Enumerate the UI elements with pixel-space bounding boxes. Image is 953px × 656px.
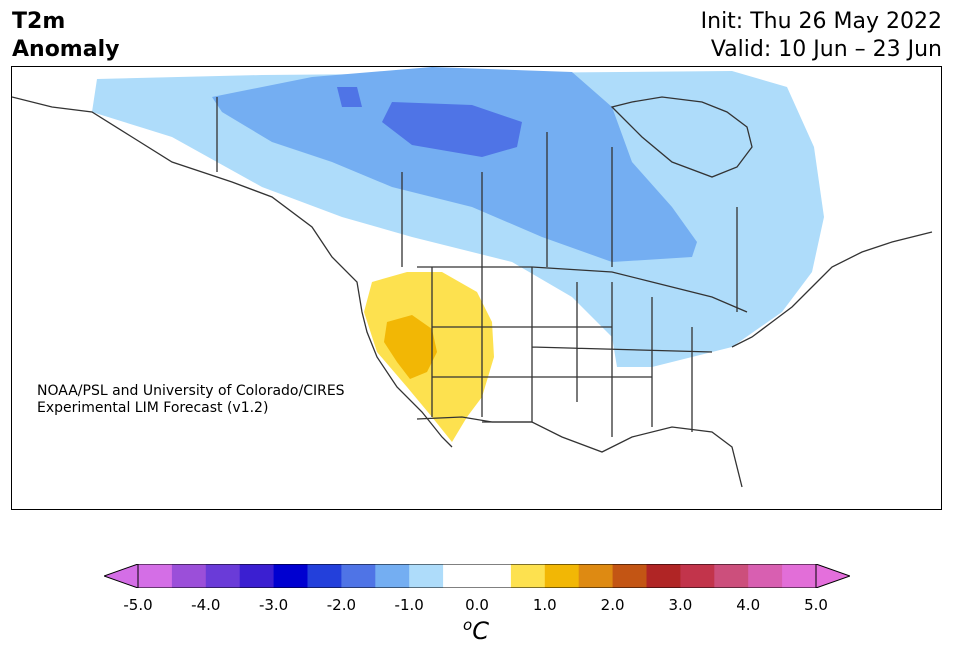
colorbar-tick-label: -4.0 xyxy=(191,596,221,614)
anomaly-cool-mid xyxy=(212,67,697,262)
colorbar-tick-label: 1.0 xyxy=(532,596,557,614)
colorbar-cell xyxy=(714,564,749,588)
colorbar-cell xyxy=(205,564,241,588)
colorbar-cell xyxy=(443,564,478,588)
anomaly-cool-light xyxy=(92,71,824,367)
coastline-gulf xyxy=(482,421,743,488)
coastline-east xyxy=(731,231,933,348)
colorbar-cell xyxy=(307,564,342,588)
title-variable: T2m xyxy=(12,9,66,34)
colorbar-cell xyxy=(138,564,173,588)
colorbar-ticks: -5.0 -4.0 -3.0 -2.0 -1.0 0.0 1.0 2.0 3.0 4.0 5.0 xyxy=(0,596,953,616)
colorbar-tick-label: 0.0 xyxy=(465,596,489,614)
colorbar-cell xyxy=(646,564,681,588)
colorbar-under-arrow xyxy=(104,564,139,588)
coastline-hudson-bay xyxy=(610,96,753,178)
colorbar xyxy=(104,564,850,588)
colorbar-tick-label: 4.0 xyxy=(736,596,761,614)
colorbar-cell xyxy=(171,564,207,588)
init-date: Init: Thu 26 May 2022 xyxy=(700,9,942,34)
colorbar-cell xyxy=(341,564,376,588)
unit-letter: C xyxy=(472,617,489,645)
colorbar-cell xyxy=(544,564,580,588)
colorbar-cell xyxy=(409,564,444,588)
colorbar-tick-label: -3.0 xyxy=(258,596,289,614)
colorbar-cell xyxy=(748,564,783,588)
colorbar-cell xyxy=(375,564,410,588)
colorbar-unit: oC xyxy=(463,616,489,645)
colorbar-cell xyxy=(782,564,817,588)
colorbar-over-arrow xyxy=(815,564,850,588)
anomaly-cool-strong xyxy=(337,87,522,157)
border-us-states xyxy=(431,267,713,437)
credit-line-2: Experimental LIM Forecast (v1.2) xyxy=(37,400,269,416)
colorbar-cell xyxy=(273,564,308,588)
unit-degree: o xyxy=(463,616,473,634)
anomaly-warm-mid xyxy=(384,315,437,379)
colorbar-tick-label: 2.0 xyxy=(600,596,625,614)
credit-text: NOAA/PSL and University of Colorado/CIRE… xyxy=(37,383,345,417)
colorbar-cell xyxy=(680,564,715,588)
colorbar-cell xyxy=(239,564,275,588)
coastline-west xyxy=(12,96,453,448)
colorbar-cell xyxy=(510,564,546,588)
colorbar-tick-label: 5.0 xyxy=(804,596,828,614)
credit-line-1: NOAA/PSL and University of Colorado/CIRE… xyxy=(37,383,345,399)
map-borders xyxy=(12,96,933,488)
colorbar-tick-label: -1.0 xyxy=(394,596,424,614)
colorbar-tick-label: -5.0 xyxy=(123,596,153,614)
colorbar-cell xyxy=(578,564,614,588)
valid-period: Valid: 10 Jun – 23 Jun xyxy=(710,37,942,62)
map-title: T2m Anomaly xyxy=(12,8,119,64)
colorbar-outline xyxy=(137,564,817,588)
map-canvas xyxy=(12,67,933,488)
border-canada-internal xyxy=(216,97,738,312)
title-field: Anomaly xyxy=(12,37,120,62)
anomaly-map xyxy=(11,66,942,510)
colorbar-cell xyxy=(477,564,512,588)
colorbar-cell xyxy=(612,564,647,588)
colorbar-tick-label: 3.0 xyxy=(668,596,693,614)
forecast-dates: Init: Thu 26 May 2022 Valid: 10 Jun – 23… xyxy=(701,8,942,64)
colorbar-tick-label: -2.0 xyxy=(326,596,357,614)
border-us-mexico xyxy=(416,416,532,423)
border-us-canada xyxy=(417,266,748,313)
